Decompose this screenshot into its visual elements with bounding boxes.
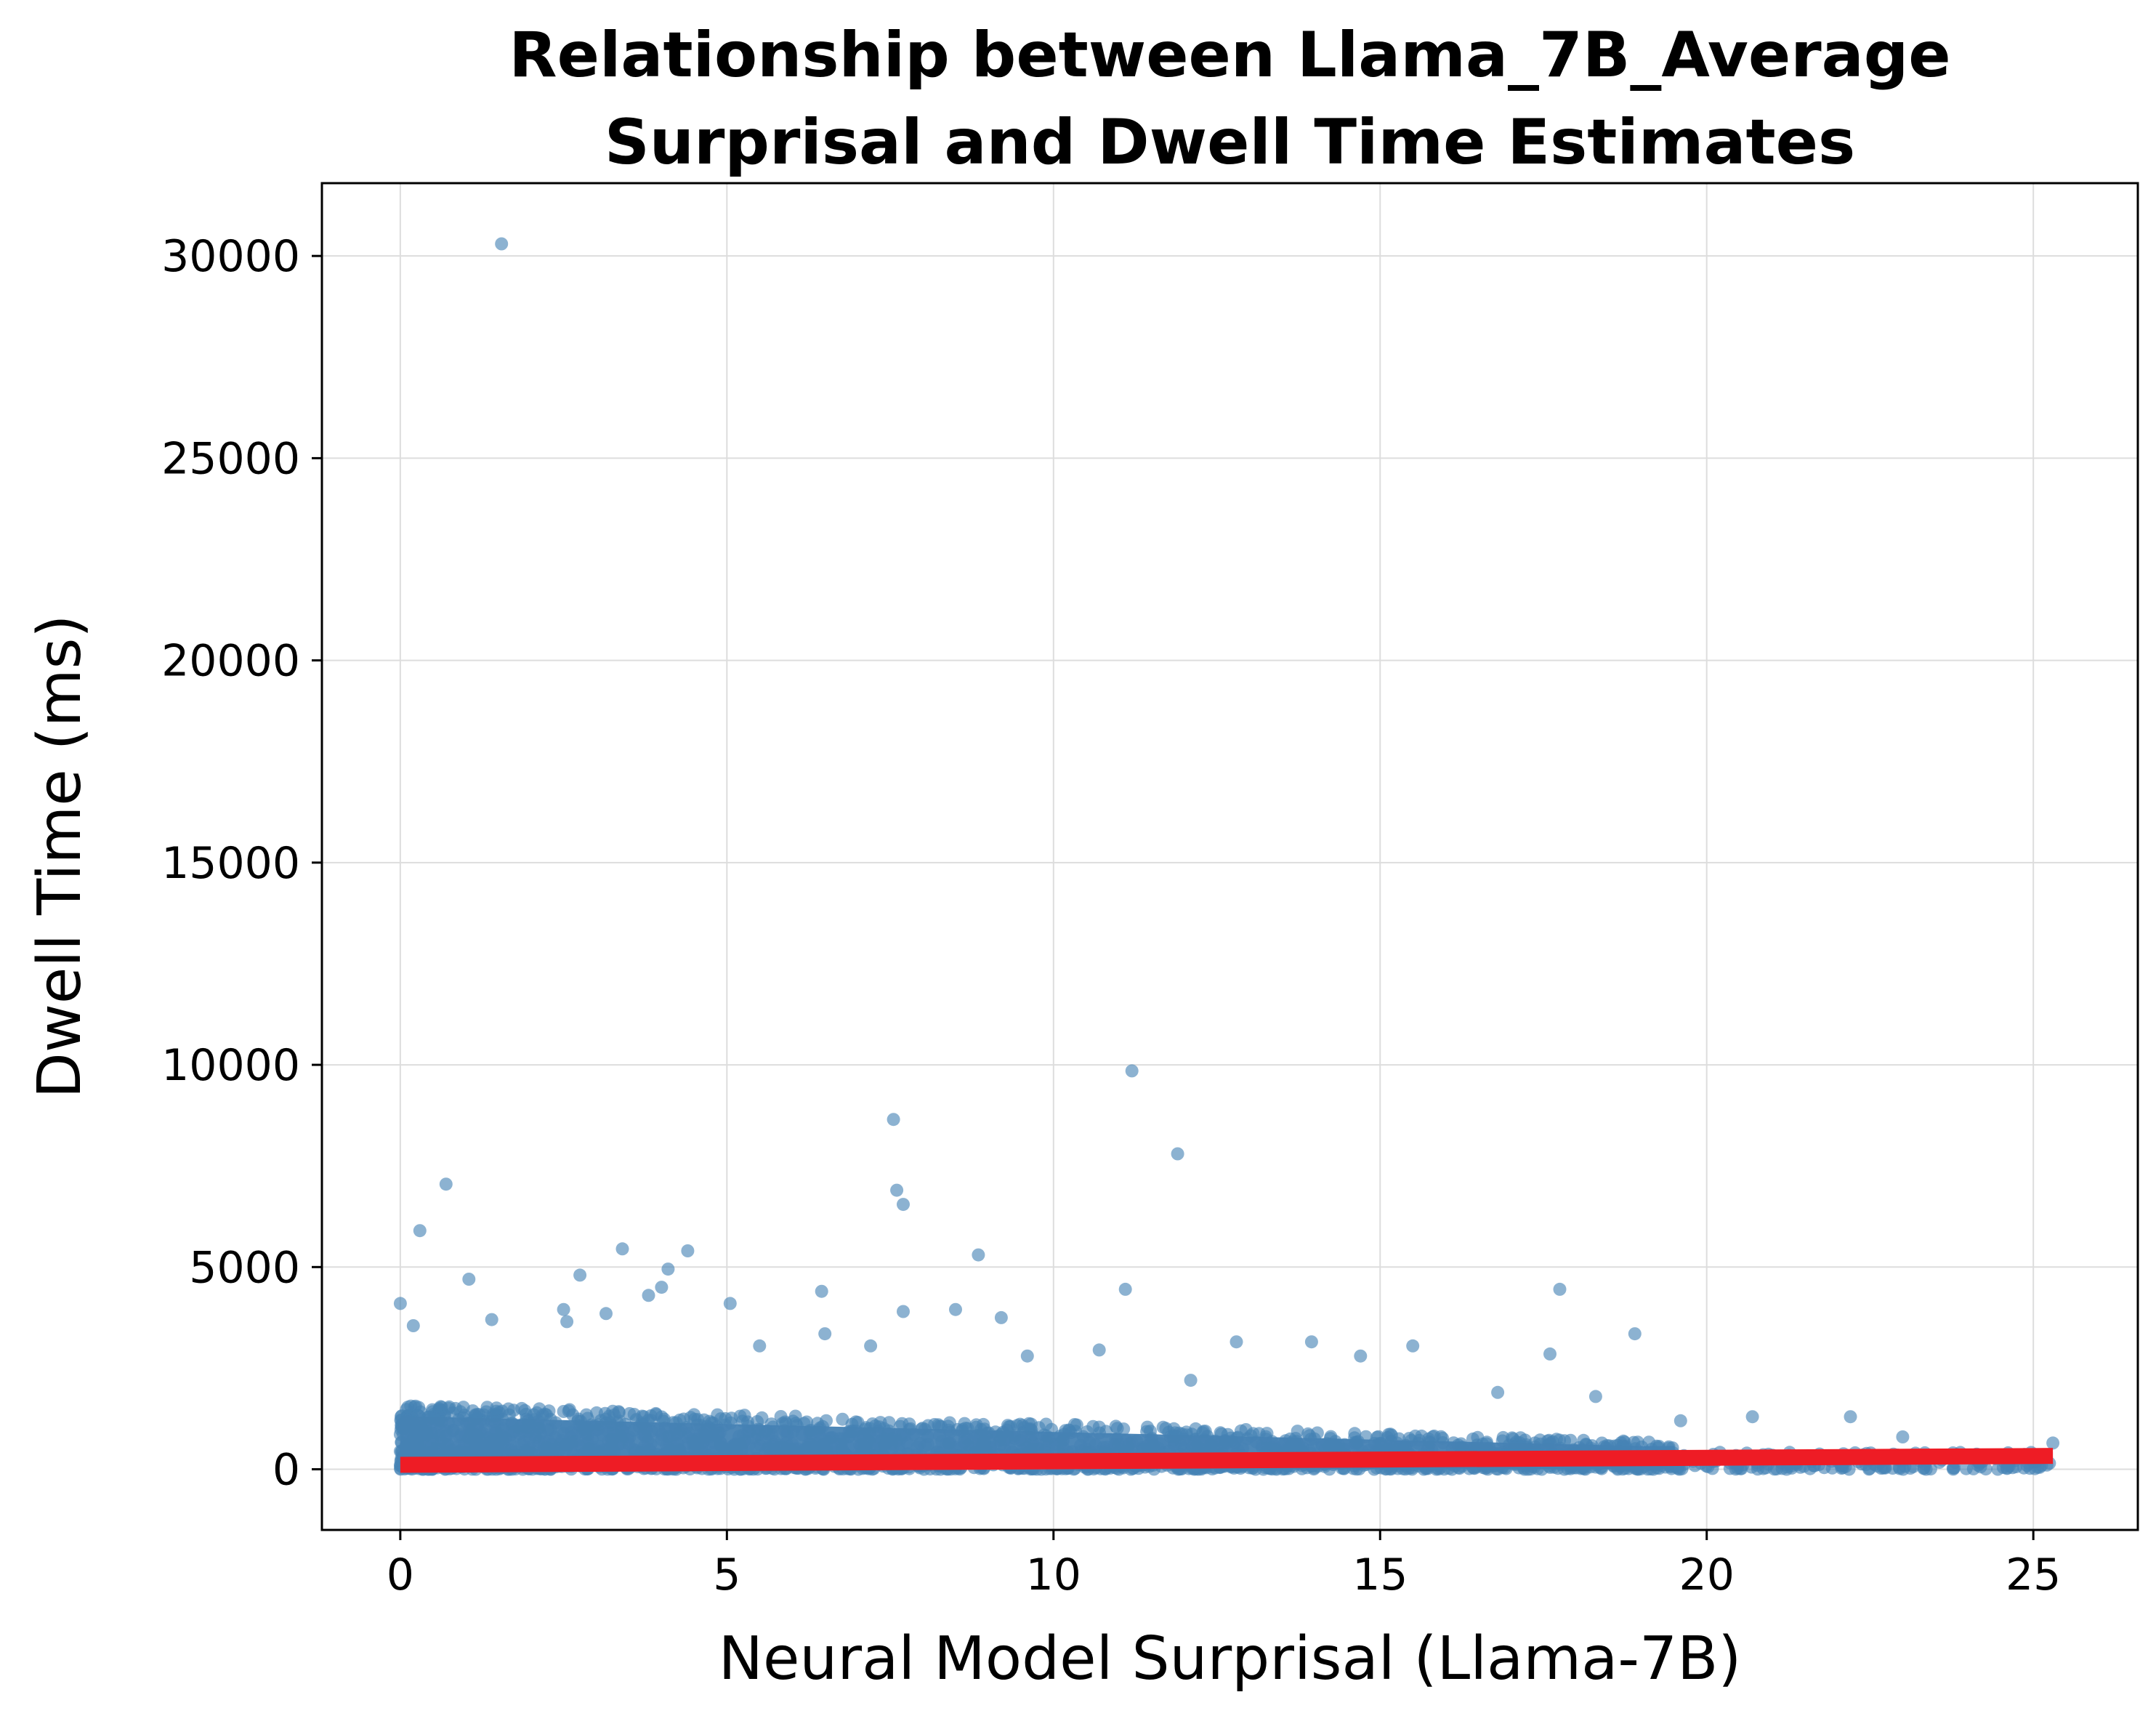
scatter-point-outlier [1304,1335,1318,1349]
scatter-point [1109,1419,1123,1433]
scatter-point-outlier [1543,1347,1557,1361]
scatter-point-outlier [1844,1410,1857,1424]
scatter-point [873,1416,887,1430]
y-tick-label: 20000 [161,636,300,687]
scatter-point [1542,1433,1556,1447]
x-tick-label: 5 [713,1550,740,1600]
x-tick-label: 0 [387,1550,414,1600]
scatter-point-outlier [406,1319,420,1332]
scatter-point-outlier [393,1297,407,1310]
scatter-point-outlier [897,1198,910,1212]
grid-lines [322,183,2138,1530]
scatter-point [598,1406,612,1420]
x-tick-label: 25 [2006,1550,2061,1600]
scatter-point-outlier [495,237,509,251]
axis-ticks: 0 5 10 15 20 25 0 5000 10000 15000 20000 25000 30000 [161,231,2061,1600]
scatter-point [755,1411,769,1425]
scatter-point-outlier [1118,1282,1132,1296]
scatter-point [1426,1430,1440,1443]
scatter-point-outlier [887,1113,900,1127]
scatter-point [637,1410,650,1424]
scatter-point-outlier [1673,1414,1687,1427]
scatter-point-outlier [1020,1349,1034,1363]
trend-line [400,1448,2054,1473]
scatter-point-outlier [2046,1436,2060,1450]
y-tick-label: 5000 [189,1242,300,1293]
scatter-point [1903,1462,1917,1475]
scatter-point [724,1411,738,1425]
y-tick-label: 0 [272,1445,300,1496]
scatter-point-outlier [681,1244,695,1257]
trend-line-group [400,1448,2054,1473]
scatter-point-outlier [439,1177,453,1191]
scatter-point [442,1401,456,1415]
plot-frame [320,182,2139,1531]
scatter-point-outlier [723,1297,737,1310]
scatter-point-outlier [1588,1390,1602,1403]
scatter-point-outlier [1184,1374,1198,1387]
scatter-point-outlier [661,1262,675,1276]
scatter-point [1167,1422,1181,1435]
scatter-point-outlier [1491,1385,1505,1399]
scatter-point [480,1401,494,1414]
scatter-point-outlier [1628,1327,1642,1341]
scatter-point-outlier [557,1302,570,1316]
scatter-point [1946,1461,1960,1475]
scatter-points [393,237,2060,1476]
scatter-point [612,1405,626,1419]
y-axis-label: Dwell Time (ms) [25,615,94,1099]
chart-title-line-1: Relationship between Llama_7B_Average [509,19,1950,92]
scatter-point [456,1401,470,1414]
scatter-point-outlier [897,1305,910,1318]
x-tick-label: 15 [1352,1550,1408,1600]
scatter-point-outlier [655,1281,669,1294]
scatter-point [557,1405,570,1418]
scatter-point-outlier [1092,1343,1106,1357]
scatter-point-outlier [599,1307,613,1321]
scatter-point-outlier [949,1302,962,1316]
scatter-point-outlier [560,1315,574,1329]
scatter-point-outlier [1896,1430,1910,1443]
scatter-point-outlier [890,1183,904,1197]
scatter-point-outlier [1171,1147,1184,1161]
x-tick-label: 20 [1679,1550,1735,1600]
scatter-point [1496,1430,1510,1444]
scatter-point-outlier [573,1268,587,1282]
scatter-point-outlier [1553,1282,1567,1296]
scatter-point-outlier [615,1242,629,1256]
y-tick-label: 30000 [161,231,300,282]
scatter-point [401,1401,415,1414]
x-tick-label: 10 [1026,1550,1081,1600]
scatter-point-outlier [485,1313,498,1326]
scatter-point [774,1410,788,1423]
scatter-point-outlier [864,1339,878,1353]
scatter-point-outlier [413,1224,427,1238]
scatter-point [1631,1435,1644,1449]
scatter-point-outlier [642,1289,655,1302]
scatter-point-outlier [972,1248,985,1262]
x-axis-label: Neural Model Surprisal (Llama-7B) [719,1624,1742,1693]
scatter-point-outlier [1125,1064,1139,1078]
y-tick-label: 25000 [161,433,300,484]
y-tick-label: 10000 [161,1040,300,1091]
scatter-point-outlier [815,1284,828,1298]
scatter-point-outlier [1354,1349,1368,1363]
scatter-point-outlier [994,1310,1008,1324]
chart-title-line-2: Surprisal and Dwell Time Estimates [605,106,1855,179]
scatter-point-outlier [753,1339,767,1353]
scatter-point-outlier [818,1327,832,1341]
scatter-point [684,1411,698,1425]
scatter-point [507,1403,520,1417]
scatter-point [1577,1433,1591,1447]
y-tick-label: 15000 [161,838,300,889]
scatter-point-outlier [1406,1339,1420,1353]
scatter-point [849,1415,863,1429]
scatter-point-outlier [462,1273,476,1286]
scatter-point [1189,1422,1203,1435]
scatter-point [1769,1462,1783,1476]
scatter-point-outlier [1745,1410,1759,1424]
scatter-point-outlier [1230,1335,1243,1349]
scatter-point [1751,1462,1764,1476]
